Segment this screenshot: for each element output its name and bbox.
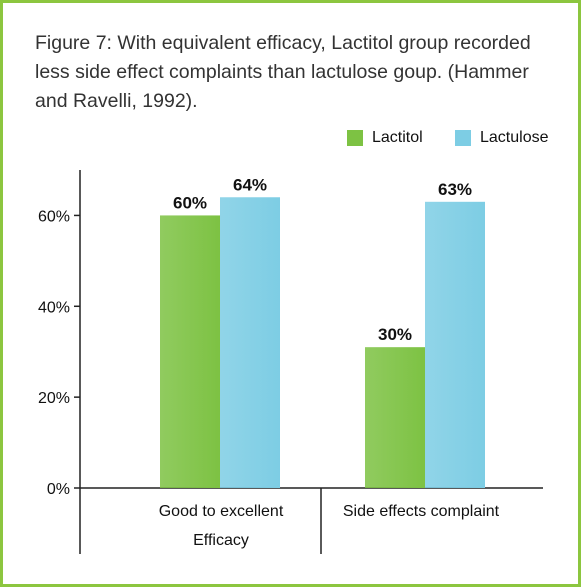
bar-lactulose [220, 197, 280, 488]
legend-label-lactulose: Lactulose [480, 129, 549, 146]
y-tick-label: 20% [38, 390, 70, 407]
bar-lactitol [365, 347, 425, 488]
legend-item-lactitol: Lactitol [347, 129, 423, 147]
data-label: 60% [173, 193, 207, 212]
title-line-2: less side effect complaints than lactulo… [35, 61, 529, 83]
category-label: Side effects complaint [343, 503, 500, 520]
figure-title: Figure 7: With equivalent efficacy, Lact… [35, 29, 565, 116]
category-label: Efficacy [193, 532, 249, 549]
data-label: 30% [378, 325, 412, 344]
y-tick-label: 0% [47, 481, 70, 498]
title-line-1: Figure 7: With equivalent efficacy, Lact… [35, 32, 531, 54]
bar-chart: 0% 20% 40% 60% 60% 30% 64% 63% Good to excellent… [38, 170, 543, 554]
bar-lactulose [425, 201, 485, 489]
y-tick-label: 60% [38, 208, 70, 225]
data-label: 63% [438, 180, 472, 199]
bar-lactitol [160, 215, 220, 488]
legend-swatch-lactitol [347, 130, 363, 146]
category-label: Good to excellent [159, 503, 284, 520]
chart-legend: Lactitol Lactulose [3, 129, 578, 151]
legend-item-lactulose: Lactulose [455, 129, 549, 147]
data-label: 64% [233, 175, 267, 194]
legend-label-lactitol: Lactitol [372, 129, 423, 146]
title-line-3: and Ravelli, 1992). [35, 90, 198, 112]
legend-swatch-lactulose [455, 130, 471, 146]
y-tick-label: 40% [38, 299, 70, 316]
